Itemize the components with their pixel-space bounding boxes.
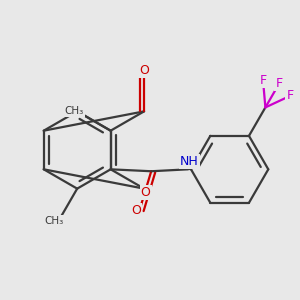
Text: O: O [139,64,149,77]
Text: F: F [275,77,283,91]
Text: CH₃: CH₃ [65,106,84,116]
Text: O: O [141,186,151,199]
Text: O: O [131,204,141,217]
Text: F: F [260,74,267,87]
Text: F: F [286,89,293,103]
Text: CH₃: CH₃ [45,216,64,226]
Text: NH: NH [180,155,199,168]
